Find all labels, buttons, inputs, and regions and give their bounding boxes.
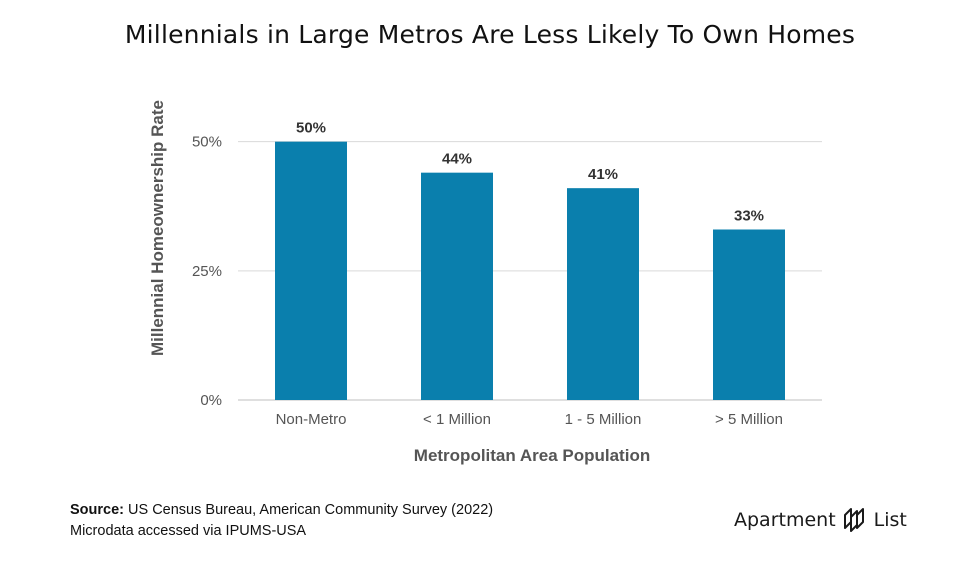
y-tick-label: 0% (200, 392, 222, 409)
x-tick-label: 1 - 5 Million (565, 411, 642, 428)
bar-chart: 0% 25% 50% 50% Non-Metro 44% < 1 Million 41% 1 … (148, 100, 822, 465)
source-line-1: US Census Bureau, American Community Sur… (128, 502, 494, 518)
data-label: 50% (296, 120, 326, 137)
brand-word-right: List (873, 509, 907, 531)
data-label: 33% (734, 208, 764, 225)
apartment-list-logo-icon (843, 508, 864, 532)
chart-title: Millennials in Large Metros Are Less Lik… (124, 20, 856, 49)
source-line-2: Microdata accessed via IPUMS-USA (70, 523, 307, 539)
x-tick-label: Non-Metro (276, 411, 347, 428)
y-tick-label: 50% (192, 134, 222, 151)
bars (275, 141, 785, 400)
data-labels: 50% Non-Metro 44% < 1 Million 41% 1 - 5 Milli… (276, 120, 783, 428)
bar (421, 172, 493, 400)
bar (275, 141, 347, 400)
brand-word-left: Apartment (734, 509, 836, 531)
apartment-list-logo: Apartment List (734, 505, 907, 535)
source-note: Source: US Census Bureau, American Commu… (70, 500, 493, 542)
source-label: Source: (70, 502, 124, 518)
data-label: 44% (442, 151, 472, 168)
y-axis-title: Millennial Homeownership Rate (148, 100, 167, 356)
x-axis-title: Metropolitan Area Population (414, 446, 650, 465)
data-label: 41% (588, 166, 618, 183)
x-tick-label: > 5 Million (715, 411, 783, 428)
y-tick-label: 25% (192, 263, 222, 280)
bar (567, 188, 639, 400)
x-tick-label: < 1 Million (423, 411, 491, 428)
bar (713, 229, 785, 400)
